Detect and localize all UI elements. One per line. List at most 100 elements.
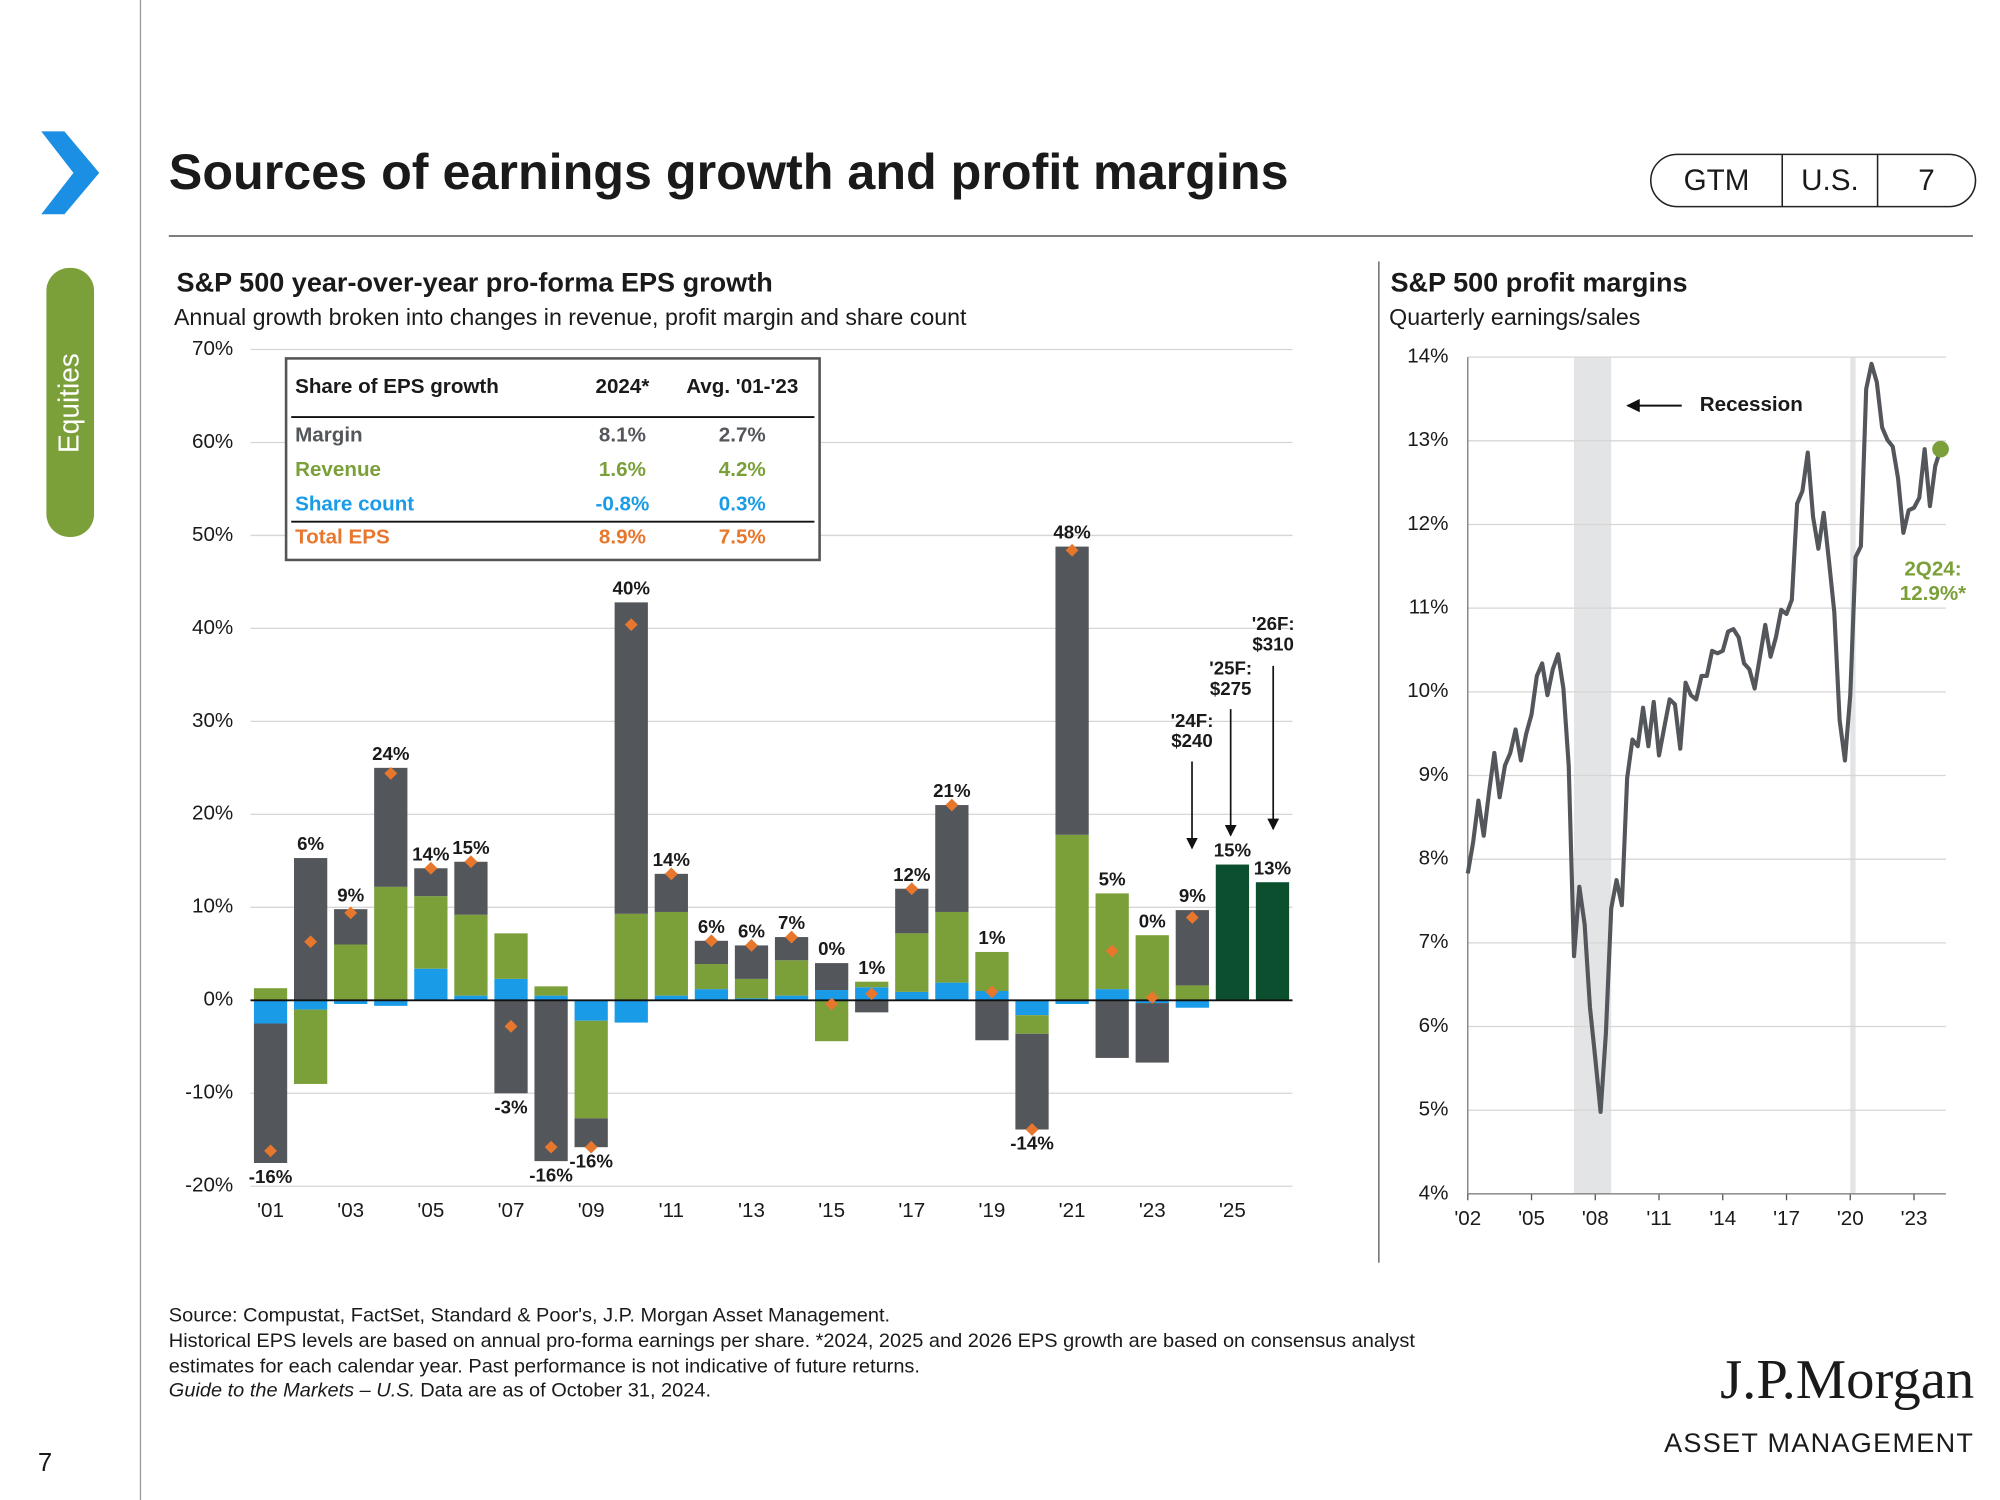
y-tick-label: 10%: [1407, 679, 1448, 702]
total-marker: [504, 1019, 518, 1033]
bar-segment: [895, 933, 929, 992]
bar-segment: [334, 1000, 368, 1005]
bar-segment: [614, 1000, 648, 1023]
data-label: 24%: [372, 743, 410, 764]
chart-title: S&P 500 year-over-year pro-forma EPS gro…: [177, 268, 773, 298]
x-tick-label: '21: [1059, 1199, 1086, 1222]
footnote: estimates for each calendar year. Past p…: [169, 1356, 920, 1378]
y-tick-label: 30%: [192, 709, 233, 732]
end-label: 12.9%*: [1900, 582, 1966, 605]
y-tick-label: 20%: [192, 802, 233, 825]
y-tick-label: 10%: [192, 895, 233, 918]
bar-segment: [1095, 989, 1129, 1001]
data-label: 14%: [653, 849, 691, 870]
bar-segment: [935, 982, 969, 1001]
total-marker: [825, 997, 839, 1011]
total-marker: [1105, 944, 1119, 958]
eps-chart: -20% -10% 0% 10% 20% 30% 40% 50% 60% 70% '01 '03 '05…: [185, 337, 1294, 1222]
bar-segment: [454, 861, 488, 915]
bar-segment: [374, 767, 408, 887]
y-tick-label: 7%: [1419, 930, 1449, 953]
x-tick-label: '05: [1518, 1207, 1545, 1230]
data-label: 15%: [452, 837, 490, 858]
table-cell: 8.9%: [599, 526, 646, 549]
table-cell: -0.8%: [596, 493, 650, 516]
data-label: 48%: [1053, 522, 1091, 543]
bar-segment: [855, 981, 889, 988]
bar-segment: [414, 968, 448, 1001]
x-tick-label: '17: [1773, 1207, 1800, 1230]
data-label: 40%: [613, 578, 651, 599]
data-label: 9%: [337, 884, 364, 905]
data-label: -16%: [529, 1164, 573, 1185]
y-tick-label: 5%: [1419, 1098, 1449, 1121]
logo: J.P.Morgan: [1720, 1349, 1974, 1411]
bar-segment: [1135, 935, 1169, 1001]
forecast-annotation: '26F:: [1252, 613, 1295, 634]
bar-segment: [614, 913, 648, 1001]
bar-segment: [1255, 882, 1290, 1001]
table-cell: Total EPS: [295, 526, 390, 549]
y-tick-label: 6%: [1419, 1014, 1449, 1037]
bar-segment: [1015, 1000, 1049, 1016]
bar-segment: [694, 940, 729, 965]
y-tick-label: 60%: [192, 430, 233, 453]
data-label: 1%: [858, 957, 885, 978]
table-header: Share of EPS growth: [295, 375, 499, 398]
data-label: 0%: [1139, 910, 1166, 931]
bar-segment: [774, 937, 809, 961]
data-label: 6%: [698, 916, 725, 937]
bar-segment: [494, 978, 528, 1001]
table-cell: 1.6%: [599, 458, 646, 481]
bar-segment: [895, 991, 929, 1001]
section-pill: [46, 267, 95, 537]
y-tick-label: 40%: [192, 616, 233, 639]
footnote: Guide to the Markets – U.S. Data are as o…: [169, 1380, 711, 1402]
bar-segment: [534, 995, 568, 1001]
total-marker: [664, 867, 678, 881]
footnote: Source: Compustat, FactSet, Standard & P…: [169, 1305, 890, 1327]
x-tick-label: '05: [417, 1199, 444, 1222]
page-number: 7: [38, 1449, 52, 1477]
bar-segment: [253, 1023, 288, 1163]
bar-segment: [774, 995, 809, 1001]
x-tick-label: '17: [898, 1199, 925, 1222]
bar-segment: [694, 964, 729, 990]
margin-chart: 4% 5% 6% 7% 8% 9% 10% 11% 12% 13% 14% '02 '05 '08 '11 '…: [1407, 345, 1966, 1230]
bar-segment: [654, 995, 688, 1001]
total-marker: [985, 985, 999, 999]
bar-segment: [253, 1000, 288, 1024]
bar-segment: [935, 911, 969, 983]
x-tick-label: '23: [1139, 1199, 1166, 1222]
total-marker: [464, 855, 478, 869]
bar-segment: [855, 1000, 889, 1013]
bar-segment: [935, 805, 969, 912]
data-label: -14%: [1010, 1133, 1054, 1154]
bar-segment: [1135, 1003, 1169, 1063]
badge: 7: [1918, 164, 1934, 197]
y-tick-label: 14%: [1407, 345, 1448, 368]
section-label: Equities: [52, 353, 84, 453]
forecast-annotation: $275: [1210, 678, 1252, 699]
chevron-icon: [41, 131, 100, 215]
x-tick-label: '07: [498, 1199, 525, 1222]
footnote-date: Data are as of October 31, 2024.: [420, 1380, 711, 1402]
x-tick-label: '20: [1837, 1207, 1864, 1230]
bar-segment: [1055, 1000, 1089, 1005]
table-cell: Margin: [295, 424, 363, 447]
y-tick-label: 50%: [192, 523, 233, 546]
bar-segment: [293, 858, 328, 1001]
bar-segment: [293, 1009, 328, 1084]
bar-segment: [1015, 1015, 1049, 1034]
bar-segment: [374, 1000, 408, 1006]
bar-segment: [414, 896, 448, 969]
bar-segment: [895, 888, 929, 934]
badge: U.S.: [1801, 164, 1859, 197]
data-label: 0%: [818, 938, 845, 959]
badge: GTM: [1684, 164, 1750, 197]
total-marker: [1065, 543, 1079, 557]
y-tick-label: -10%: [185, 1081, 233, 1104]
data-label: -16%: [569, 1150, 613, 1171]
chart-subtitle: Quarterly earnings/sales: [1389, 304, 1640, 330]
